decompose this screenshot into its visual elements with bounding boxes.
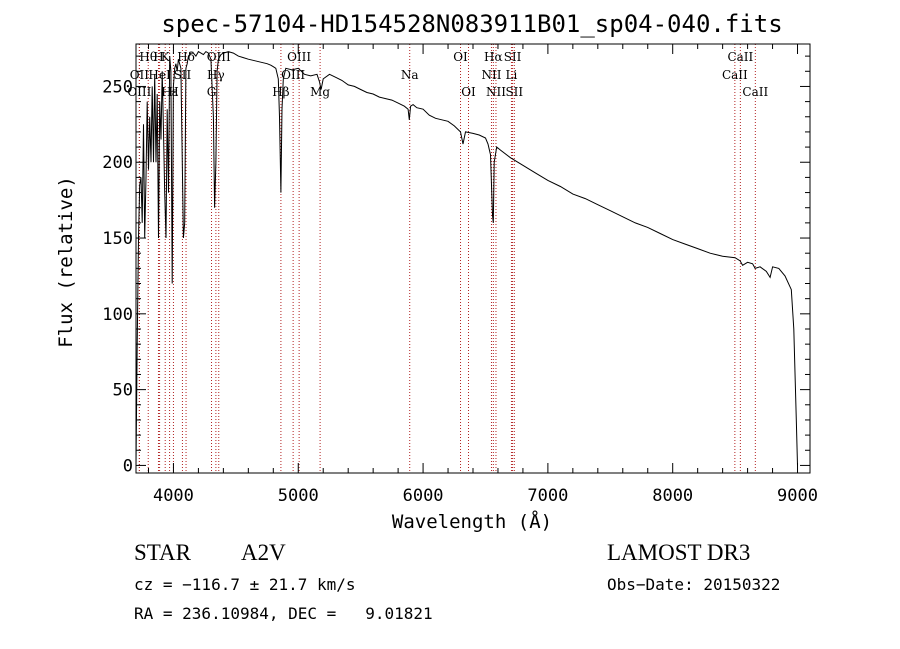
line-marker-label: CaII bbox=[742, 85, 768, 99]
spectrum-line bbox=[135, 50, 798, 466]
line-marker-label: NII bbox=[481, 68, 501, 82]
y-tick-label: 0 bbox=[123, 456, 133, 476]
y-axis-label: Flux (relative) bbox=[55, 176, 77, 348]
line-marker-label: SII bbox=[504, 50, 522, 64]
line-marker-label: Hδ bbox=[177, 50, 195, 64]
y-tick-label: 150 bbox=[102, 229, 133, 249]
line-marker-label: Hβ bbox=[272, 85, 289, 99]
x-tick-label: 6000 bbox=[403, 486, 444, 506]
line-marker-label: G bbox=[207, 85, 217, 99]
line-marker-label: Hα bbox=[484, 50, 503, 64]
line-marker-label: OIII bbox=[281, 68, 305, 82]
line-marker-label: OIII bbox=[287, 50, 311, 64]
line-marker-label: OI bbox=[461, 85, 476, 99]
line-marker-label: H bbox=[153, 50, 163, 64]
line-marker-label: Na bbox=[401, 68, 419, 82]
x-tick-label: 9000 bbox=[777, 486, 818, 506]
line-markers bbox=[138, 44, 756, 473]
line-marker-label: CaII bbox=[722, 68, 748, 82]
survey-name: LAMOST DR3 bbox=[607, 540, 751, 565]
x-tick-label: 5000 bbox=[278, 486, 319, 506]
line-marker-label: Hγ bbox=[207, 68, 225, 82]
x-axis-ticks: 4000 5000 6000 7000 8000 9000 bbox=[147, 44, 818, 506]
y-tick-label: 50 bbox=[113, 381, 133, 401]
line-marker-label: Li bbox=[506, 68, 518, 82]
line-marker-label: Hθ bbox=[139, 50, 157, 64]
line-marker-label: OIII bbox=[127, 85, 151, 99]
y-tick-label: 200 bbox=[102, 153, 133, 173]
y-tick-label: 100 bbox=[102, 305, 133, 325]
line-marker-label: Mg bbox=[310, 85, 330, 99]
redshift-velocity: cz = −116.7 ± 21.7 km/s bbox=[134, 575, 356, 594]
line-marker-label: SII bbox=[174, 68, 192, 82]
plot-frame bbox=[135, 43, 811, 474]
line-marker-label: HeI bbox=[148, 68, 171, 82]
x-tick-label: 8000 bbox=[652, 486, 693, 506]
line-marker-label: OI bbox=[453, 50, 468, 64]
line-marker-label: CaII bbox=[727, 50, 753, 64]
line-marker-label: OIII bbox=[207, 50, 231, 64]
line-marker-label: NII bbox=[486, 85, 506, 99]
object-subclass: A2V bbox=[241, 540, 286, 565]
object-type: STAR bbox=[134, 540, 191, 565]
y-tick-label: 250 bbox=[102, 77, 133, 97]
line-marker-label: OII bbox=[130, 68, 150, 82]
coordinates: RA = 236.10984, DEC = 9.01821 bbox=[134, 604, 433, 623]
x-axis-label: Wavelength (Å) bbox=[392, 510, 552, 533]
x-tick-label: 4000 bbox=[153, 486, 194, 506]
y-axis-ticks: 0 50 100 150 200 250 bbox=[102, 55, 810, 476]
chart-title: spec-57104-HD154528N083911B01_sp04-040.f… bbox=[161, 10, 782, 38]
x-tick-label: 7000 bbox=[527, 486, 568, 506]
line-marker-label: SII bbox=[505, 85, 523, 99]
observation-date: Obs−Date: 20150322 bbox=[607, 575, 781, 594]
line-marker-label: K bbox=[161, 50, 171, 64]
